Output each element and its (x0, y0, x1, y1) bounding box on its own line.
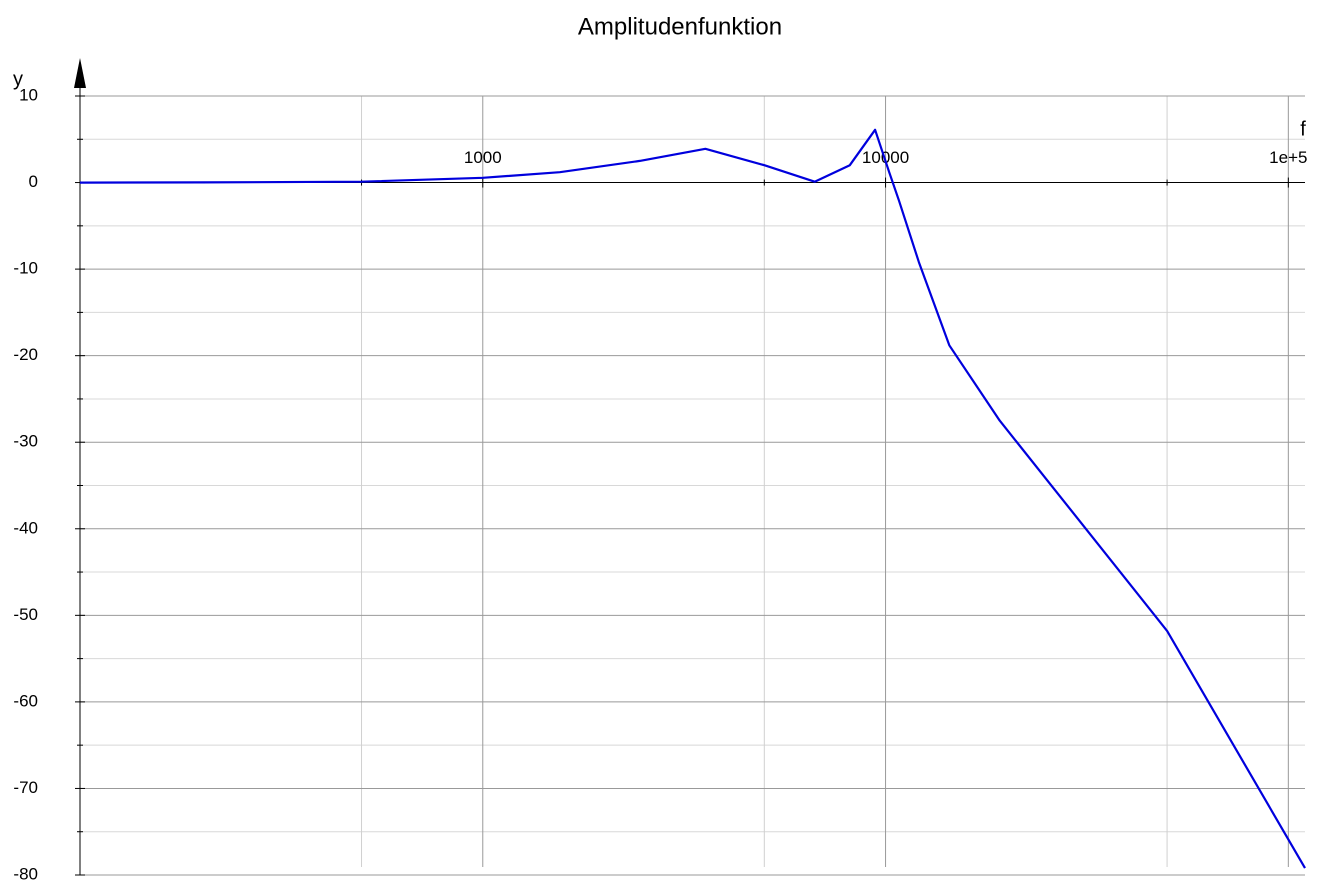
x-tick-label: 1000 (464, 148, 502, 167)
y-tick-label: -10 (13, 259, 38, 278)
chart-title: Amplitudenfunktion (578, 13, 782, 40)
y-tick-label: -20 (13, 345, 38, 364)
y-axis-label: y (13, 68, 23, 90)
y-tick-label: -80 (13, 864, 38, 883)
y-tick-label: -60 (13, 691, 38, 710)
y-tick-label: -30 (13, 432, 38, 451)
x-tick-label: 10000 (862, 148, 909, 167)
y-tick-label: 10 (19, 85, 38, 104)
x-axis-label: f (1300, 118, 1306, 140)
y-tick-label: -70 (13, 778, 38, 797)
y-tick-label: 0 (29, 172, 38, 191)
y-tick-label: -40 (13, 518, 38, 537)
line-series (79, 128, 1306, 869)
x-tick-label: 1e+5 (1269, 148, 1307, 167)
y-tick-label: -50 (13, 605, 38, 624)
